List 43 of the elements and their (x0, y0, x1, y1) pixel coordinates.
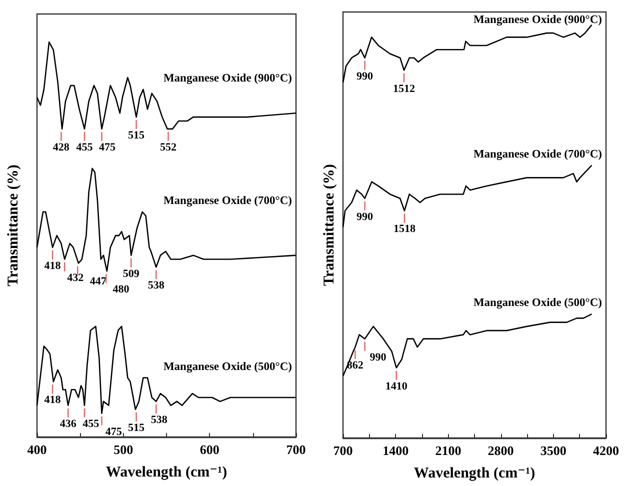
annotation: 990 (356, 210, 374, 223)
x-tick-label: 700 (333, 443, 353, 458)
annotation: 538 (148, 280, 165, 292)
y-axis-title: Transmittance (%) (322, 164, 338, 286)
y-axis-title: Transmittance (%) (6, 164, 22, 286)
series-label: Manganese Oxide (900°C) (473, 14, 602, 26)
annotation: 432 (67, 272, 84, 284)
annotation: 475 (105, 426, 122, 438)
x-axis-title: Wavelength (cm⁻¹) (414, 466, 536, 482)
annotation: 418 (44, 394, 62, 406)
series-label: Manganese Oxide (900°C) (163, 72, 292, 84)
annotation: 480 (112, 284, 130, 296)
annotation: 990 (370, 351, 387, 364)
series-label: Manganese Oxide (500°C) (473, 297, 602, 310)
annotation: 515 (128, 130, 146, 142)
annotation: 455 (76, 141, 94, 154)
annotation: 436 (60, 418, 77, 430)
annotation: 455 (82, 418, 100, 430)
annotation: 1512 (393, 82, 416, 95)
annotation: 447 (90, 276, 107, 288)
x-tick-label: 400 (27, 442, 47, 457)
series-label: Manganese Oxide (500°C) (163, 360, 292, 373)
x-tick-label: 700 (286, 442, 306, 457)
x-tick-label: 2800 (488, 443, 514, 458)
annotation: 428 (52, 141, 70, 154)
x-tick-label: 2100 (435, 443, 462, 458)
series-label: Manganese Oxide (700°C) (163, 194, 292, 207)
annotation: 418 (44, 260, 62, 272)
series-label: Manganese Oxide (700°C) (473, 148, 602, 160)
x-axis-title: Wavelength (cm⁻¹) (106, 464, 228, 480)
x-tick-label: 4200 (593, 443, 619, 458)
x-tick-label: 500 (114, 442, 134, 457)
x-tick-label: 3500 (540, 443, 566, 458)
x-tick-label: 600 (200, 442, 220, 457)
annotation: 538 (150, 414, 168, 426)
annotation: 1410 (385, 380, 408, 392)
annotation: 475 (99, 141, 116, 154)
annotation: 509 (122, 268, 140, 280)
annotation: 990 (356, 70, 374, 82)
annotation: 1518 (393, 223, 416, 236)
x-tick-label: 1400 (382, 443, 409, 458)
annotation: 552 (160, 141, 177, 154)
annotation: 515 (128, 422, 146, 434)
